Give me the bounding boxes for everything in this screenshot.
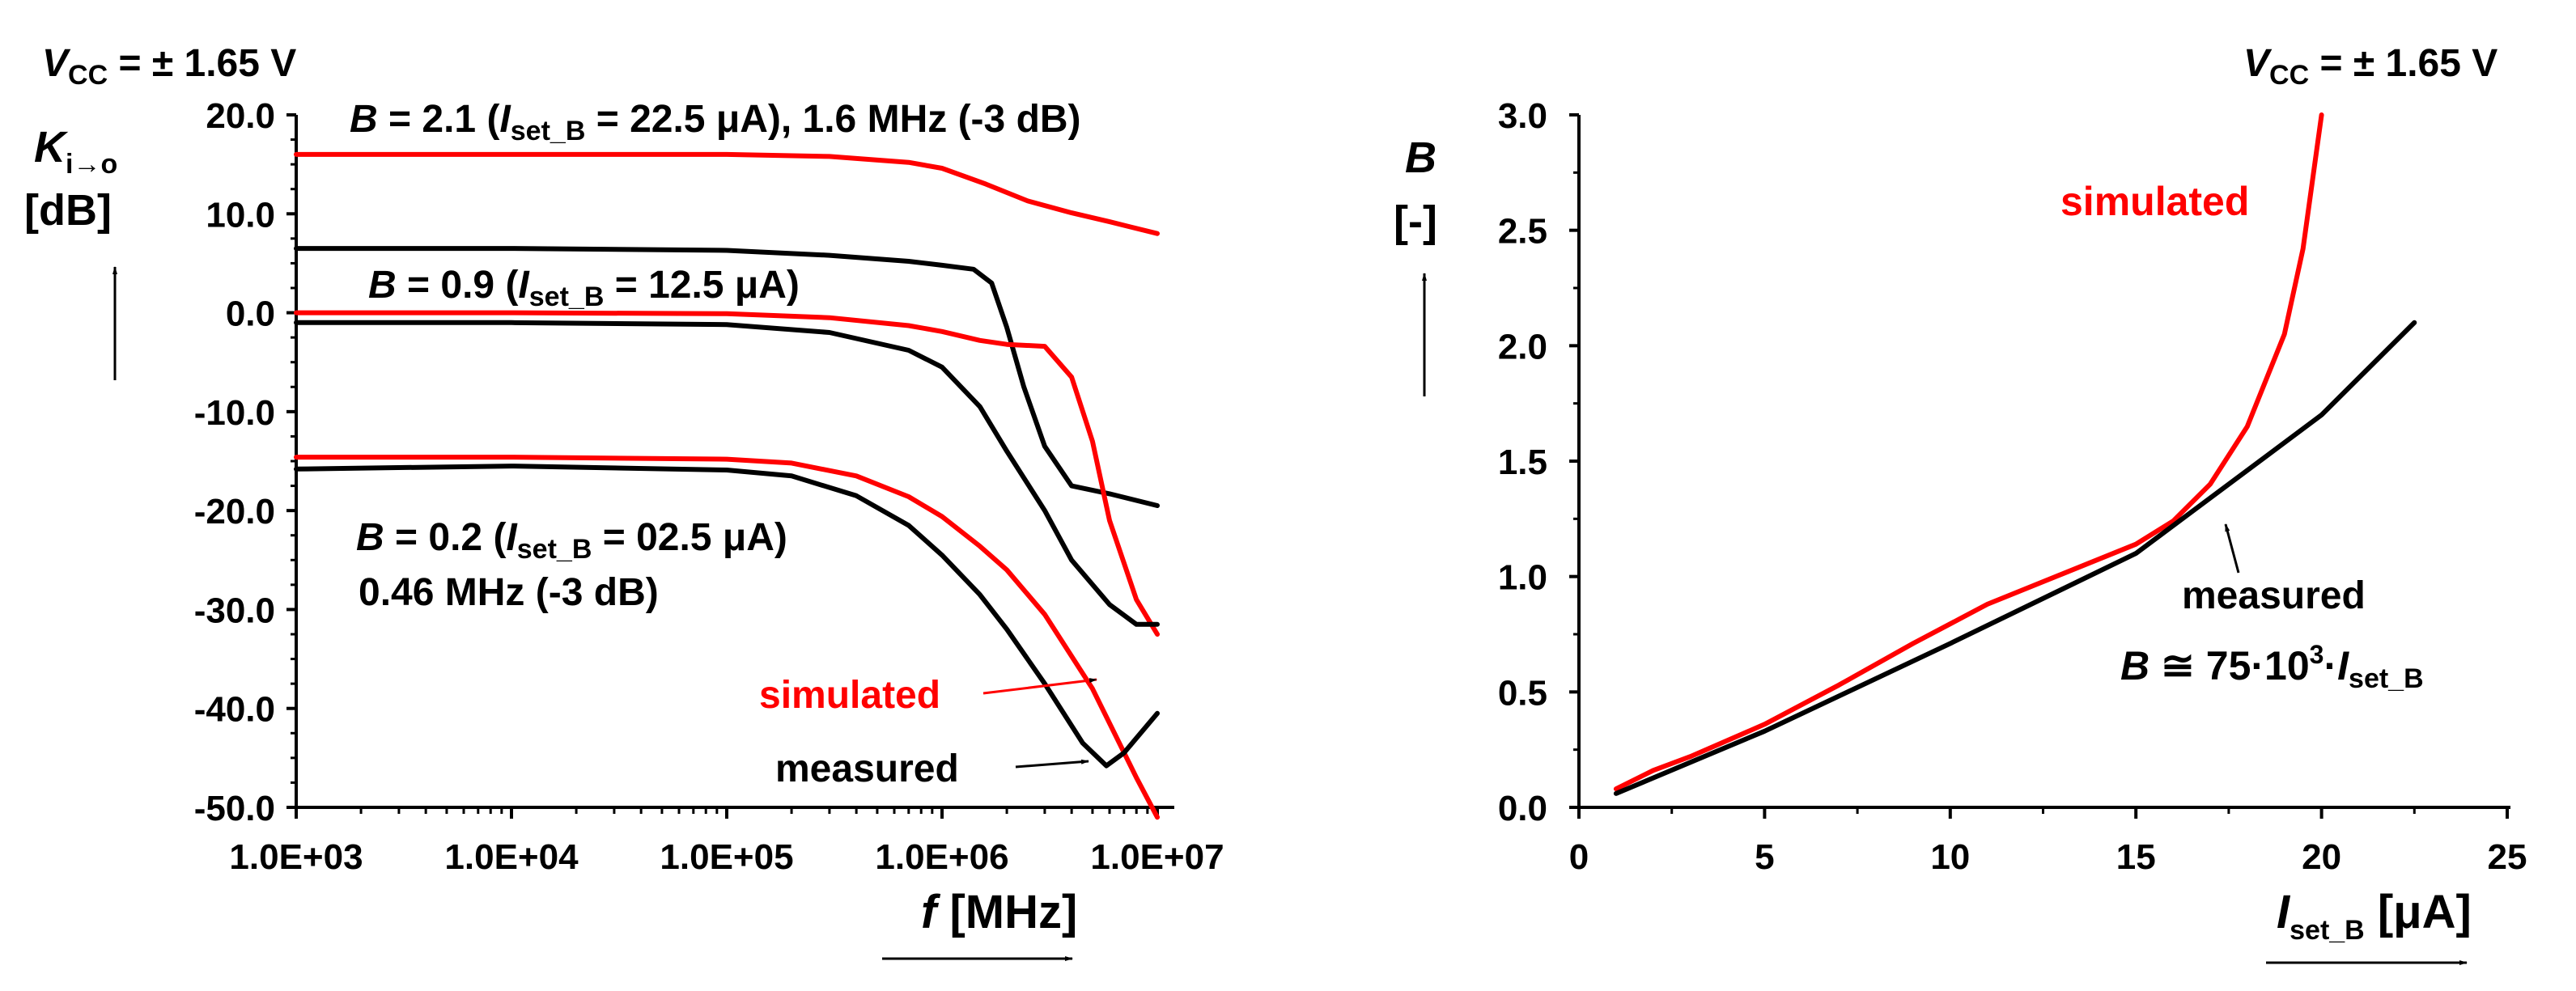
- left-x-tick-label: 1.0E+05: [660, 837, 793, 877]
- right-x-tick-label: 25: [2488, 837, 2527, 877]
- left-ticks: [286, 113, 1159, 819]
- left-series-line-4: [294, 455, 1160, 820]
- left-y-tick-label: -40.0: [194, 690, 275, 730]
- left-y-tick-label: -30.0: [194, 591, 275, 630]
- annotation-b21: B = 2.1 (Iset_B = 22.5 μA), 1.6 MHz (-3 …: [350, 98, 1081, 146]
- right-y-tick-label: 1.0: [1498, 558, 1547, 598]
- left-simulated-arrow: [982, 678, 1097, 695]
- right-y-tick-labels: 3.0 2.5 2.0 1.5 1.0 0.5 0.0: [1498, 96, 1547, 828]
- right-y-tick-label: 0.0: [1498, 789, 1547, 828]
- left-x-tick-label: 1.0E+03: [229, 837, 363, 877]
- right-x-tick-labels: 0 5 10 15 20 25: [1569, 837, 2527, 877]
- left-measured-label: measured: [775, 747, 959, 790]
- right-measured-label: measured: [2182, 574, 2366, 617]
- right-y-tick-label: 1.5: [1498, 443, 1547, 482]
- right-supply-label: VCC = ± 1.65 V: [2243, 42, 2497, 91]
- left-series-line-1: [294, 246, 1160, 508]
- right-x-tick-label: 10: [1930, 837, 1970, 877]
- left-y-tick-label: 10.0: [206, 195, 275, 235]
- left-series: [294, 151, 1160, 820]
- left-y-tick-labels: 20.0 10.0 0.0 -10.0 -20.0 -30.0 -40.0 -50.0: [194, 96, 275, 828]
- right-series-line-1: [1613, 320, 2417, 796]
- left-y-tick-label: -20.0: [194, 492, 275, 531]
- left-x-tick-label: 1.0E+07: [1090, 837, 1224, 877]
- left-y-tick-label: -50.0: [194, 789, 275, 828]
- right-series: [1613, 112, 2417, 796]
- left-x-tick-label: 1.0E+04: [444, 837, 579, 877]
- left-supply-label: VCC = ± 1.65 V: [42, 42, 296, 91]
- right-y-label-symbol: B: [1405, 133, 1437, 182]
- right-x-tick-label: 15: [2116, 837, 2156, 877]
- left-simulated-label: simulated: [759, 674, 940, 717]
- left-y-tick-label: 20.0: [206, 96, 275, 136]
- left-series-line-0: [294, 151, 1160, 236]
- right-measured-arrow: [2224, 523, 2240, 574]
- left-y-label-unit: [dB]: [24, 186, 112, 235]
- left-y-label-symbol: Ki→o: [34, 123, 117, 180]
- right-simulated-label: simulated: [2060, 179, 2249, 224]
- left-series-line-3: [294, 320, 1160, 627]
- left-x-tick-labels: 1.0E+03 1.0E+04 1.0E+05 1.0E+06 1.0E+07: [229, 837, 1224, 877]
- right-series-line-0: [1613, 112, 2324, 792]
- annotation-b02-bandwidth: 0.46 MHz (-3 dB): [359, 571, 659, 614]
- right-y-tick-label: 2.0: [1498, 327, 1547, 366]
- left-y-tick-label: -10.0: [194, 393, 275, 433]
- left-x-tick-label: 1.0E+06: [875, 837, 1008, 877]
- left-series-line-5: [294, 464, 1160, 769]
- right-x-tick-label: 20: [2302, 837, 2341, 877]
- right-y-tick-label: 0.5: [1498, 673, 1547, 713]
- right-y-label-unit: [-]: [1394, 197, 1437, 246]
- left-measured-arrow: [1015, 759, 1089, 769]
- right-y-tick-label: 3.0: [1498, 96, 1547, 136]
- right-y-tick-label: 2.5: [1498, 212, 1547, 252]
- right-x-tick-label: 5: [1755, 837, 1774, 877]
- left-series-line-2: [294, 310, 1160, 637]
- left-chart: VCC = ± 1.65 V Ki→o [dB] 20.0 10.0 0.0 -10.…: [24, 42, 1224, 961]
- right-ticks: [1569, 113, 2509, 819]
- left-x-label: f [MHz]: [921, 886, 1077, 938]
- right-formula: B ≅ 75·103·Iset_B: [2120, 640, 2424, 694]
- right-x-label: Iset_B [μA]: [2277, 886, 2472, 946]
- annotation-b09: B = 0.9 (Iset_B = 12.5 μA): [368, 264, 800, 312]
- right-chart: VCC = ± 1.65 V B [-] 3.0 2.5 2.0 1.5 1.0 0.5 0…: [1394, 42, 2527, 965]
- right-x-tick-label: 0: [1569, 837, 1589, 877]
- left-y-tick-label: 0.0: [226, 294, 275, 334]
- annotation-b02: B = 0.2 (Iset_B = 02.5 μA): [356, 516, 787, 565]
